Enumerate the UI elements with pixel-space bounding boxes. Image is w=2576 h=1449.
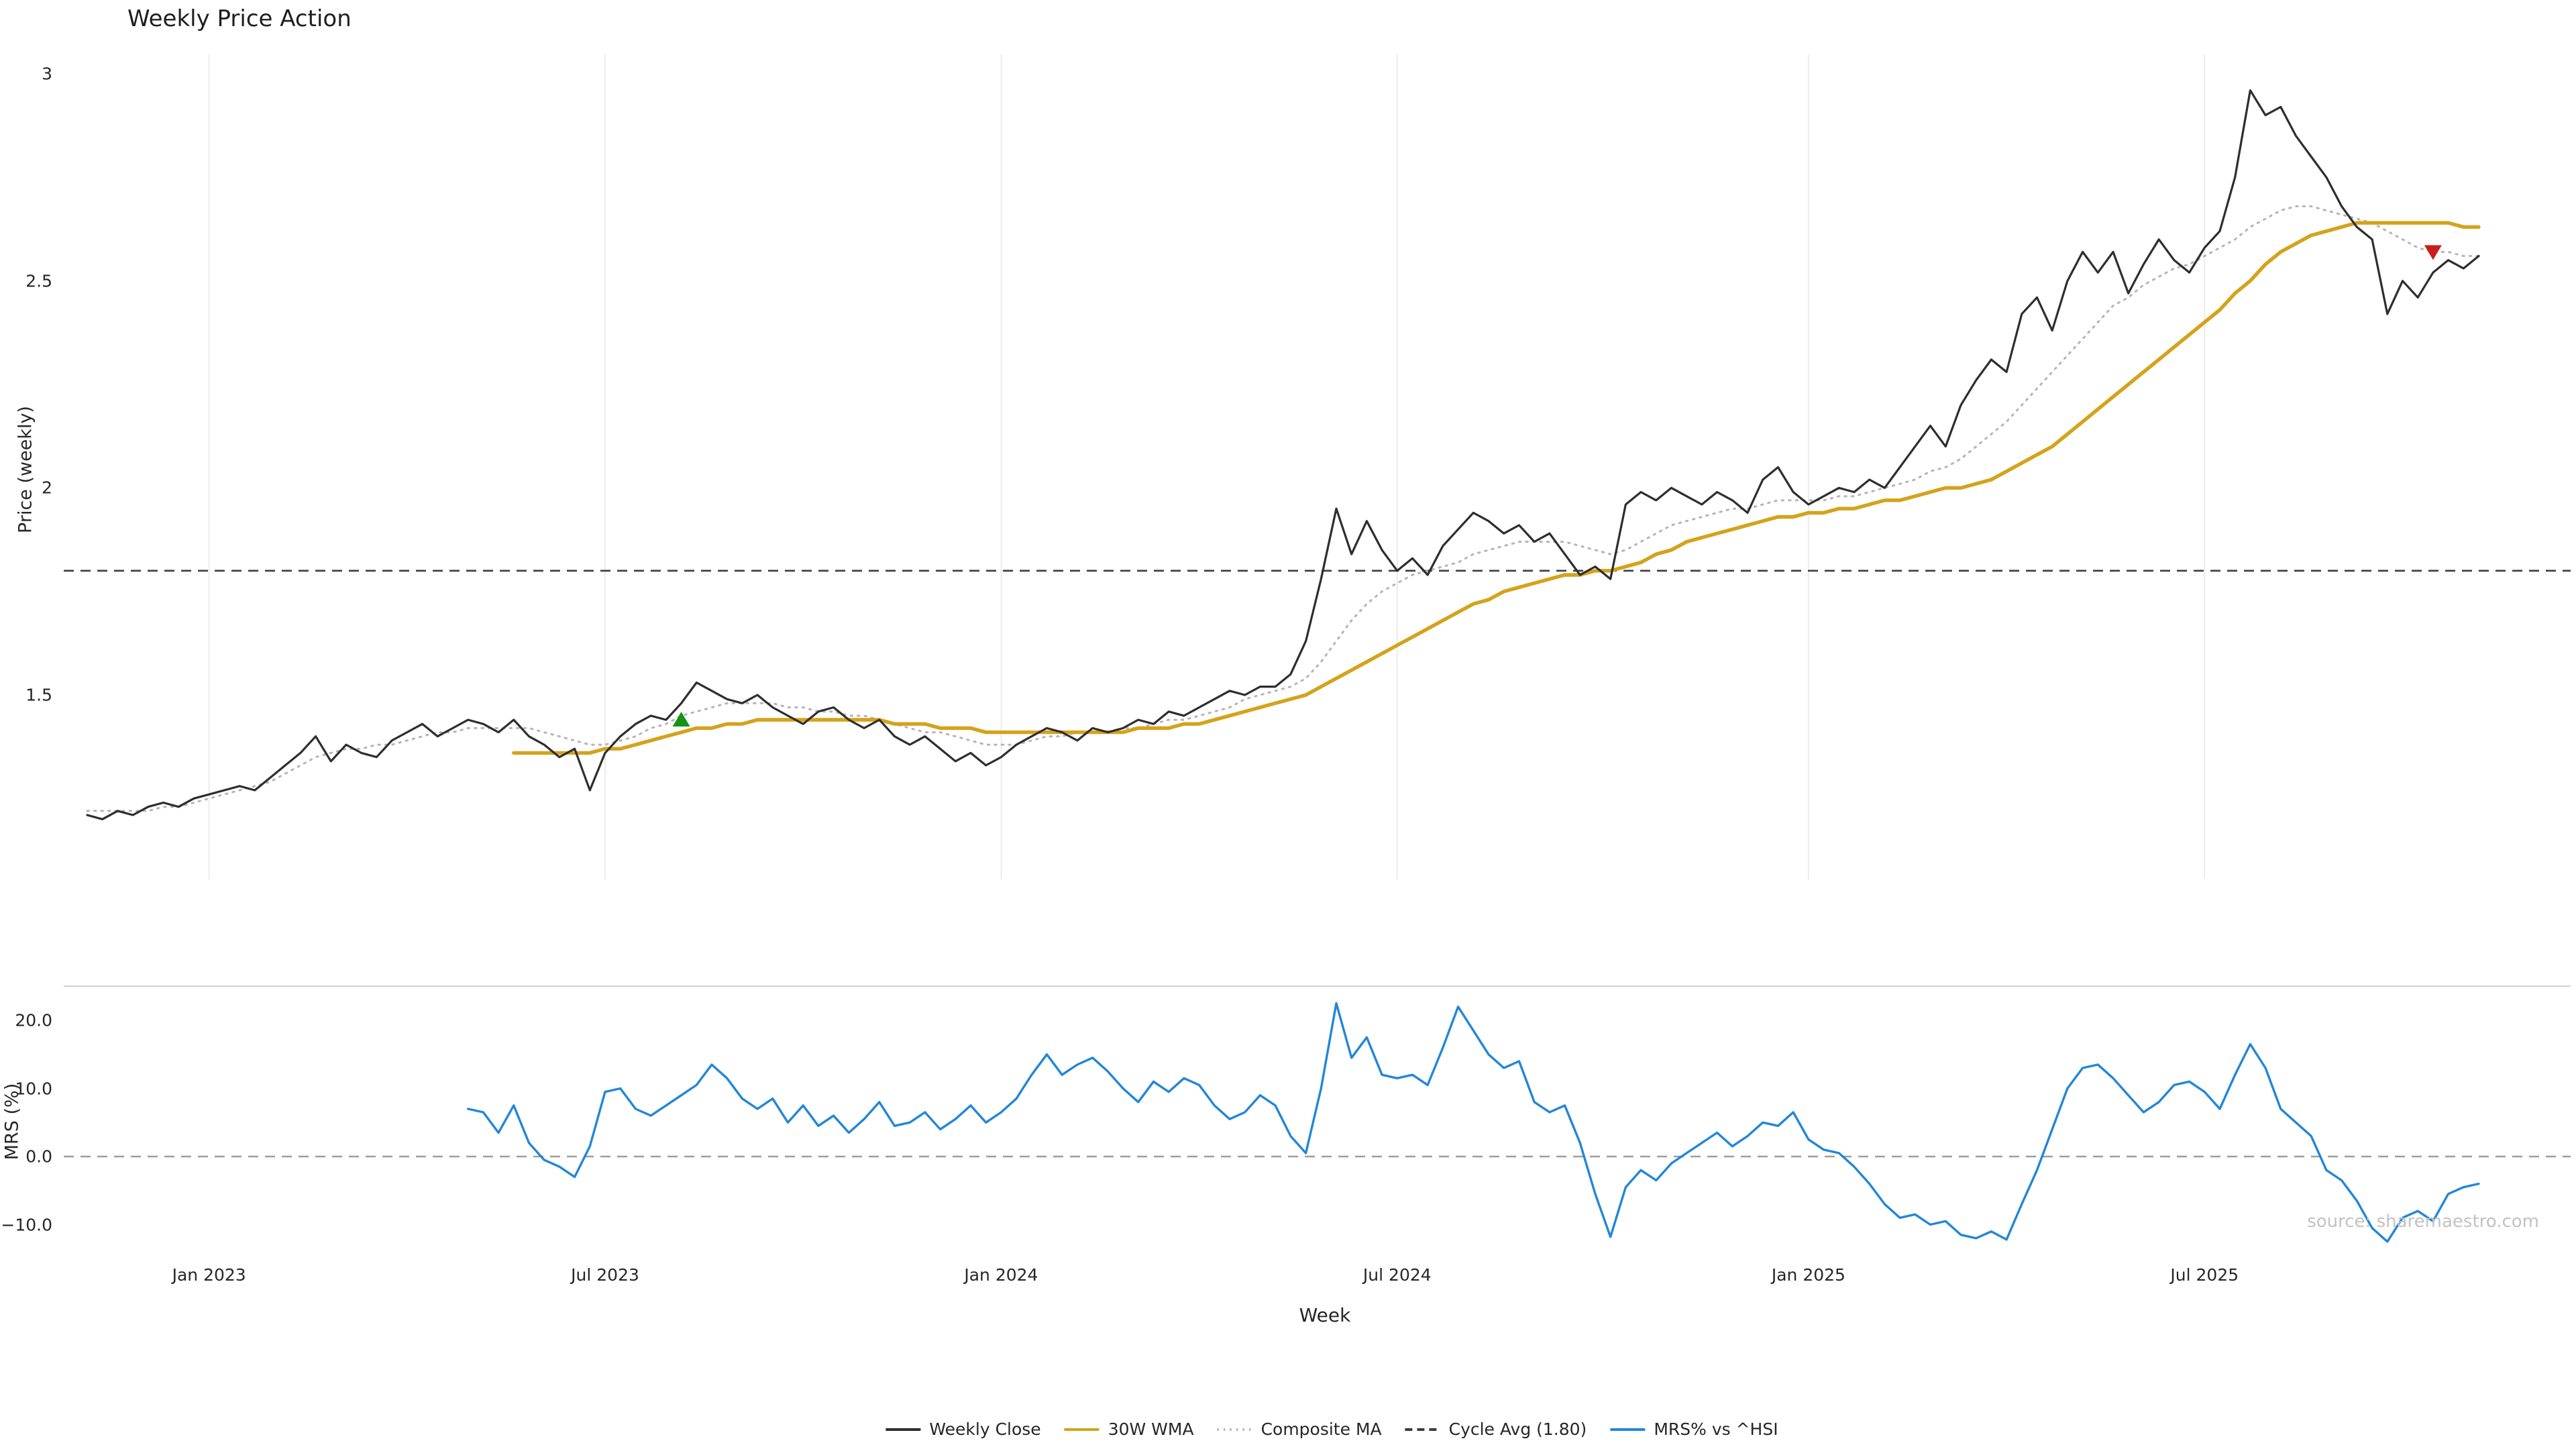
price-tick-label: 2.5 (25, 271, 52, 291)
legend-item: Composite MA (1217, 1419, 1382, 1439)
legend-item: 30W WMA (1064, 1419, 1194, 1439)
legend-item-label: Weekly Close (929, 1419, 1041, 1439)
mrs-tick-label: 10.0 (15, 1079, 52, 1098)
source-watermark: source: sharemaestro.com (2307, 1212, 2539, 1232)
legend-item-label: Composite MA (1260, 1419, 1382, 1439)
sell-signal-marker-icon (2424, 245, 2442, 260)
price-tick-label: 2 (42, 478, 52, 498)
composite-ma-line (86, 205, 2480, 812)
price-axis-label: Price (weekly) (15, 406, 36, 533)
chart-legend: Weekly Close 30W WMA Composite MA Cycle Avg… (885, 1419, 1778, 1439)
legend-line-sample-icon (885, 1428, 921, 1431)
chart-title: Weekly Price Action (127, 5, 352, 32)
x-axis-label: Week (1299, 1304, 1351, 1326)
x-tick-label: Jul 2023 (571, 1265, 639, 1285)
x-tick-label: Jul 2024 (1362, 1265, 1432, 1285)
legend-line-sample-icon (1610, 1428, 1646, 1431)
legend-item: Weekly Close (885, 1419, 1041, 1439)
mrs-vs-hsi-line (467, 1002, 2480, 1243)
wma-30w-line (512, 221, 2481, 755)
x-tick-label: Jan 2023 (172, 1265, 246, 1285)
price-tick-label: 3 (42, 64, 52, 84)
legend-line-sample-icon (1064, 1428, 1099, 1431)
mrs-tick-label: 20.0 (15, 1010, 52, 1030)
legend-line-sample-icon (1217, 1428, 1252, 1431)
weekly-close-line (86, 89, 2480, 820)
buy-signal-marker-icon (672, 712, 690, 727)
legend-item: Cycle Avg (1.80) (1405, 1419, 1587, 1439)
legend-item: MRS% vs ^HSI (1609, 1419, 1778, 1439)
mrs-tick-label: 0.0 (25, 1146, 52, 1167)
x-tick-label: Jul 2025 (2170, 1265, 2239, 1285)
legend-line-sample-icon (1405, 1428, 1440, 1431)
legend-item-label: 30W WMA (1108, 1419, 1194, 1439)
price-tick-label: 1.5 (25, 685, 52, 705)
x-tick-label: Jan 2025 (1771, 1265, 1845, 1285)
legend-item-label: MRS% vs ^HSI (1654, 1419, 1778, 1439)
legend-item-label: Cycle Avg (1.80) (1448, 1419, 1587, 1439)
mrs-tick-label: −10.0 (1, 1215, 52, 1234)
x-tick-label: Jan 2024 (964, 1265, 1038, 1285)
